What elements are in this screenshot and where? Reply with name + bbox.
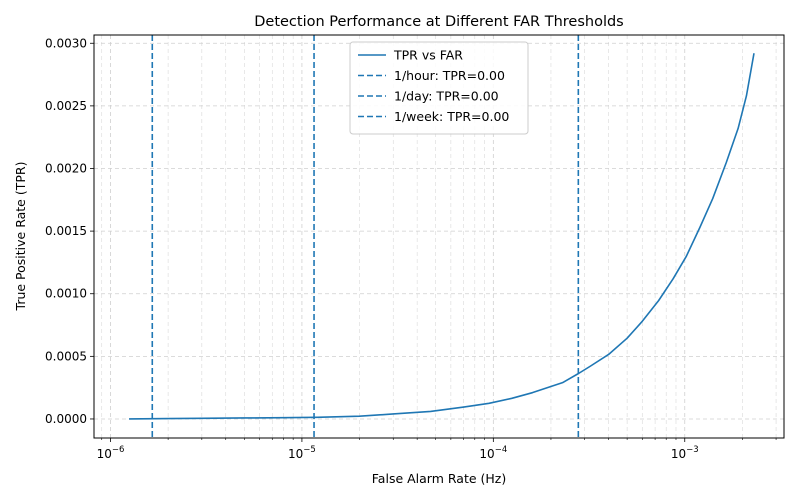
legend-label: TPR vs FAR xyxy=(393,48,463,63)
x-tick-label: 10−4 xyxy=(479,445,507,461)
y-axis-label: True Positive Rate (TPR) xyxy=(13,162,28,312)
legend-label: 1/week: TPR=0.00 xyxy=(394,109,509,124)
y-tick-label: 0.0005 xyxy=(45,349,87,363)
x-axis: 10−6 10−5 10−4 10−3 xyxy=(97,438,777,461)
legend-label: 1/day: TPR=0.00 xyxy=(394,89,499,104)
y-tick-label: 0.0015 xyxy=(45,224,87,238)
legend-label: 1/hour: TPR=0.00 xyxy=(394,68,505,83)
legend-box xyxy=(349,41,529,135)
plot-frame xyxy=(93,34,785,439)
thresholds-layer xyxy=(151,35,580,438)
y-tick-label: 0.0030 xyxy=(45,36,87,50)
legend: TPR vs FAR 1/hour: TPR=0.00 1/day: TPR=0.0… xyxy=(349,41,529,135)
chart-title: Detection Performance at Different FAR T… xyxy=(254,14,624,30)
y-tick-label: 0.0025 xyxy=(45,99,87,113)
x-axis-label: False Alarm Rate (Hz) xyxy=(372,471,506,486)
y-axis: 0.0000 0.0005 0.0010 0.0015 0.0020 0.0025 0.00… xyxy=(45,36,94,426)
y-tick-label: 0.0020 xyxy=(45,161,87,175)
x-tick-label: 10−3 xyxy=(671,445,699,461)
y-tick-label: 0.0010 xyxy=(45,287,87,301)
series-line xyxy=(129,53,755,420)
x-tick-label: 10−5 xyxy=(288,445,316,461)
series-layer xyxy=(129,53,755,420)
y-tick-label: 0.0000 xyxy=(45,412,87,426)
x-tick-label: 10−6 xyxy=(97,445,125,461)
